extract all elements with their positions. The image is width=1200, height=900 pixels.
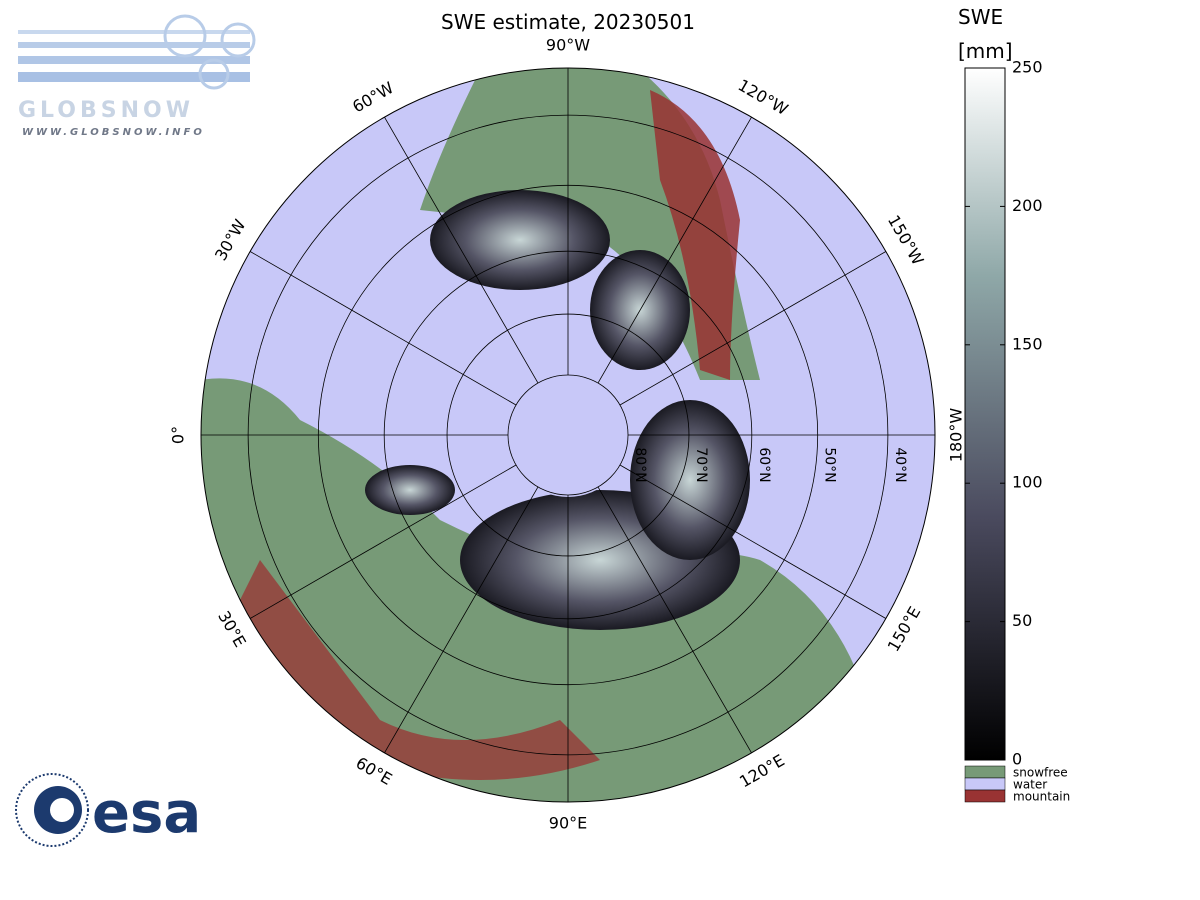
parallel-label: 40°N bbox=[892, 447, 908, 482]
legend-swatch bbox=[964, 777, 1006, 791]
map-title: SWE estimate, 20230501 bbox=[441, 10, 695, 34]
meridian bbox=[619, 251, 887, 406]
meridian bbox=[249, 251, 517, 406]
meridian-label: 60°W bbox=[349, 78, 397, 117]
graticule bbox=[201, 68, 935, 802]
meridian bbox=[384, 116, 539, 384]
parallel-label: 60°N bbox=[756, 447, 772, 482]
meridian-label: 90°W bbox=[546, 36, 590, 55]
meridian-label: 180°W bbox=[947, 408, 966, 463]
meridian-label: 90°E bbox=[549, 814, 587, 833]
parallel-label: 50°N bbox=[822, 447, 838, 482]
legend-swatch bbox=[964, 765, 1006, 779]
globsnow-url: WWW.GLOBSNOW.INFO bbox=[22, 127, 205, 138]
map-border bbox=[200, 67, 936, 803]
esa-logo: esa bbox=[15, 773, 201, 847]
globsnow-logo: GLOBSNOW WWW.GLOBSNOW.INFO bbox=[18, 14, 256, 138]
colorbar bbox=[964, 67, 1006, 761]
parallel-label: 80°N bbox=[632, 447, 648, 482]
colorbar-tick-label: 250 bbox=[1012, 58, 1043, 77]
meridian-label: 60°E bbox=[353, 753, 396, 789]
meridian-label: 0° bbox=[169, 426, 188, 444]
colorbar-tick-label: 50 bbox=[1012, 611, 1032, 630]
map-disc bbox=[201, 68, 935, 802]
colorbar-tick-label: 200 bbox=[1012, 196, 1043, 215]
esa-name: esa bbox=[92, 781, 201, 846]
parallel-label: 70°N bbox=[693, 447, 709, 482]
meridian bbox=[619, 464, 887, 619]
meridian bbox=[249, 464, 517, 619]
meridian-label: 30°W bbox=[211, 216, 250, 264]
meridian bbox=[384, 486, 539, 754]
colorbar-tick-label: 150 bbox=[1012, 334, 1043, 353]
meridian bbox=[597, 116, 752, 384]
legend-label: water bbox=[1013, 778, 1047, 792]
legend-swatch bbox=[964, 789, 1006, 803]
meridian bbox=[597, 486, 752, 754]
colorbar-label: SWE bbox=[958, 5, 1003, 29]
colorbar-tick-label: 0 bbox=[1012, 750, 1022, 769]
colorbar-tick-label: 100 bbox=[1012, 473, 1043, 492]
globsnow-name: GLOBSNOW bbox=[18, 98, 194, 123]
meridian-label: 30°E bbox=[214, 608, 250, 651]
legend-label: mountain bbox=[1013, 790, 1070, 804]
legend-label: snowfree bbox=[1013, 766, 1068, 780]
colorbar-label: [mm] bbox=[958, 39, 1013, 63]
